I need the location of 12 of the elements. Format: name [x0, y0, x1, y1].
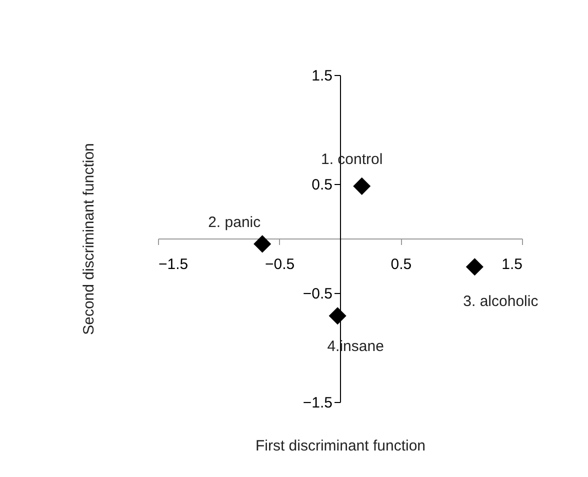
- x-tick-label: −0.5: [265, 256, 295, 273]
- x-axis-title: First discriminant function: [255, 438, 426, 454]
- y-axis-title: Second discriminant function: [80, 143, 98, 335]
- x-tick-label: 0.5: [390, 256, 412, 273]
- y-tick-label: 1.5: [312, 68, 332, 84]
- y-tick-label: 0.5: [312, 176, 332, 194]
- y-tick-label: −1.5: [302, 394, 332, 412]
- annotation: 3. alcoholic: [463, 292, 539, 310]
- annotation: 2. panic: [208, 214, 262, 231]
- x-tick-label: 1.5: [502, 256, 522, 273]
- y-tick-label: −0.5: [302, 286, 332, 302]
- x-tick-label: −1.5: [158, 256, 188, 273]
